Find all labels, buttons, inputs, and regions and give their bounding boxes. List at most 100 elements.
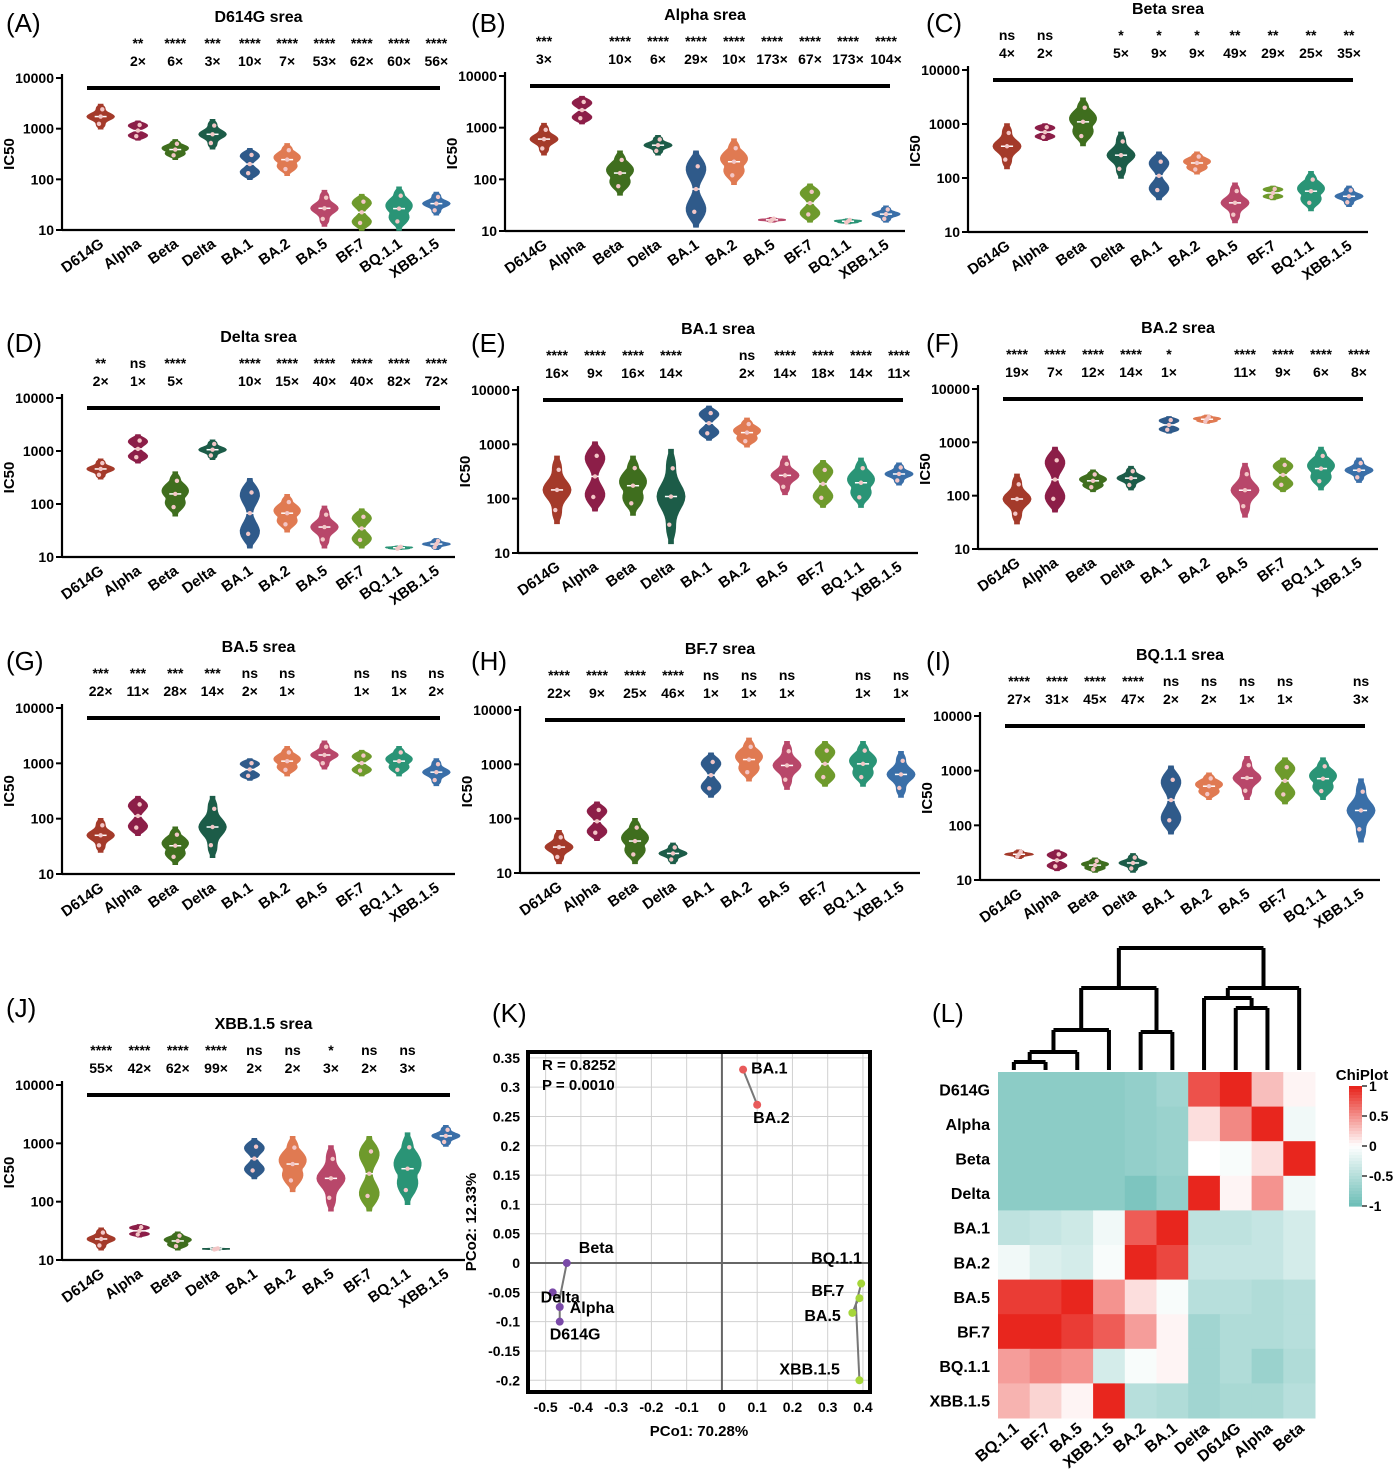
data-point xyxy=(1348,188,1353,193)
y-tick-label: 10 xyxy=(38,222,54,238)
data-point xyxy=(1234,188,1239,194)
data-point xyxy=(860,761,866,767)
data-point xyxy=(398,544,403,549)
y-tick-label: 1000 xyxy=(481,756,512,772)
data-point xyxy=(1279,482,1284,488)
heat-cell xyxy=(1124,1175,1157,1211)
data-point xyxy=(398,750,403,755)
y-tick-label: 100 xyxy=(31,496,55,512)
data-point xyxy=(1090,478,1096,484)
data-point xyxy=(672,845,677,850)
legend-swatch xyxy=(1349,1182,1362,1186)
data-point xyxy=(1282,462,1287,468)
data-point xyxy=(100,1230,106,1235)
data-point xyxy=(396,206,402,211)
significance-label: **** xyxy=(685,33,707,49)
legend-swatch xyxy=(1349,1107,1362,1111)
fold-label: 2× xyxy=(1201,691,1217,707)
significance-label: **** xyxy=(1008,673,1030,689)
fold-label: 9× xyxy=(587,365,603,381)
heat-cell xyxy=(1283,1175,1316,1211)
fold-label: 7× xyxy=(279,53,295,69)
significance-label: * xyxy=(1194,27,1200,43)
row-label: XBB.1.5 xyxy=(930,1394,991,1411)
y-tick-label: 10000 xyxy=(933,708,972,724)
data-point xyxy=(208,453,214,458)
fold-label: 10× xyxy=(238,373,262,389)
data-point xyxy=(323,744,329,749)
data-point xyxy=(357,537,363,543)
data-point xyxy=(1120,139,1125,144)
data-point xyxy=(784,763,790,768)
significance-label: **** xyxy=(622,347,644,363)
violin-panel-9: (I) BQ.1.1 srea 10 100 1000 10000 IC50 D614G ***… xyxy=(919,646,1380,932)
significance-label: **** xyxy=(584,347,606,363)
data-point xyxy=(581,99,586,105)
col-label: BA.1 xyxy=(1142,1420,1181,1457)
point-label: BA.5 xyxy=(804,1308,841,1325)
heat-cell xyxy=(1061,1210,1094,1246)
data-point xyxy=(359,760,364,766)
legend-swatch xyxy=(1349,1173,1362,1177)
data-point xyxy=(1241,504,1246,509)
point-label: BQ.1.1 xyxy=(811,1251,862,1268)
heat-cell xyxy=(1219,1072,1253,1108)
data-point xyxy=(395,767,400,773)
fold-label: 6× xyxy=(650,51,666,67)
heat-cell xyxy=(1093,1245,1126,1281)
x-tick-label: 0.1 xyxy=(747,1399,767,1415)
legend-swatch xyxy=(1349,1086,1362,1090)
legend-swatch xyxy=(1349,1200,1362,1204)
heat-cell xyxy=(1029,1210,1062,1246)
data-point xyxy=(1320,453,1325,459)
data-point xyxy=(286,499,292,505)
data-point xyxy=(1206,784,1212,789)
x-tick-label: BA.1 xyxy=(223,1265,261,1299)
x-tick-label: Delta xyxy=(179,562,219,597)
data-point xyxy=(1193,167,1198,172)
y-tick-label: 1000 xyxy=(466,120,497,136)
data-point xyxy=(320,537,325,542)
y-axis-label: IC50 xyxy=(1,138,18,170)
spoke-line xyxy=(558,1262,568,1299)
y-tick-label: -0.05 xyxy=(488,1284,520,1300)
data-point xyxy=(1051,496,1056,502)
data-point xyxy=(771,216,776,221)
significance-label: ns xyxy=(741,667,758,683)
data-point xyxy=(632,838,638,844)
fold-label: 104× xyxy=(870,51,902,67)
fold-label: 3× xyxy=(323,1060,339,1076)
y-tick-label: 1000 xyxy=(23,443,54,459)
x-tick-label: D614G xyxy=(515,558,564,599)
data-point xyxy=(320,216,325,222)
y-tick-label: 0 xyxy=(512,1255,520,1271)
heat-cell xyxy=(1283,1245,1316,1281)
data-point xyxy=(135,446,141,452)
legend-swatch xyxy=(1349,1119,1362,1123)
data-point xyxy=(434,201,439,206)
significance-label: **** xyxy=(314,35,336,51)
data-point xyxy=(1053,864,1058,869)
data-point xyxy=(806,212,811,217)
significance-label: **** xyxy=(586,667,608,683)
fold-label: 11× xyxy=(888,365,911,381)
data-point xyxy=(245,773,251,778)
heat-cell xyxy=(1061,1383,1094,1419)
data-point xyxy=(885,207,890,212)
heat-cell xyxy=(1283,1210,1316,1246)
legend-swatch xyxy=(1349,1155,1362,1159)
data-point xyxy=(1208,776,1213,781)
data-point xyxy=(692,209,697,214)
y-tick-label: 1000 xyxy=(23,1135,54,1151)
heat-cell xyxy=(998,1141,1031,1177)
legend-title: ChiPlot xyxy=(1336,1067,1389,1084)
legend-swatch xyxy=(1349,1089,1362,1093)
y-tick-label: 1000 xyxy=(23,755,54,771)
data-point xyxy=(98,466,103,472)
data-point xyxy=(134,825,139,830)
heat-cell xyxy=(1156,1072,1189,1108)
significance-label: **** xyxy=(761,33,783,49)
data-point xyxy=(1307,200,1312,205)
data-point xyxy=(135,128,141,133)
y-tick-label: 100 xyxy=(947,488,971,504)
